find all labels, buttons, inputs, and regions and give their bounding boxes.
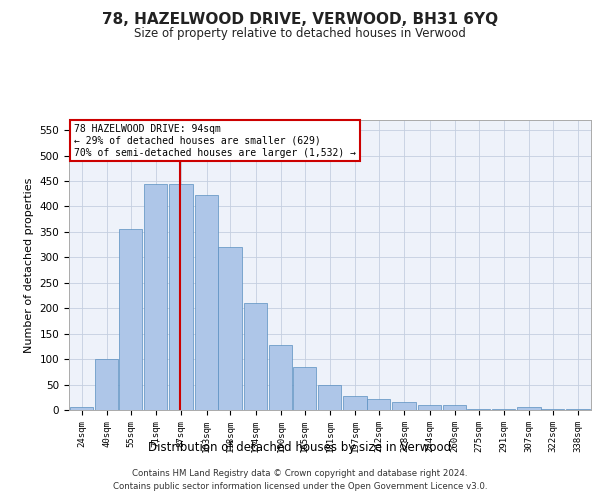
Bar <box>119 230 142 410</box>
Text: Size of property relative to detached houses in Verwood: Size of property relative to detached ho… <box>134 28 466 40</box>
Bar <box>566 409 590 410</box>
Bar <box>467 409 490 410</box>
Bar <box>492 409 515 410</box>
Bar <box>517 408 541 410</box>
Bar <box>367 399 391 410</box>
Bar <box>318 384 341 410</box>
Text: 78 HAZELWOOD DRIVE: 94sqm
← 29% of detached houses are smaller (629)
70% of semi: 78 HAZELWOOD DRIVE: 94sqm ← 29% of detac… <box>74 124 356 158</box>
Bar <box>144 184 167 410</box>
Bar <box>418 405 441 410</box>
Bar <box>70 408 93 410</box>
Text: Distribution of detached houses by size in Verwood: Distribution of detached houses by size … <box>148 441 452 454</box>
Bar <box>293 367 316 410</box>
Text: Contains public sector information licensed under the Open Government Licence v3: Contains public sector information licen… <box>113 482 487 491</box>
Y-axis label: Number of detached properties: Number of detached properties <box>24 178 34 352</box>
Bar <box>218 247 242 410</box>
Bar <box>195 196 218 410</box>
Bar <box>269 345 292 410</box>
Text: 78, HAZELWOOD DRIVE, VERWOOD, BH31 6YQ: 78, HAZELWOOD DRIVE, VERWOOD, BH31 6YQ <box>102 12 498 28</box>
Bar <box>169 184 193 410</box>
Text: Contains HM Land Registry data © Crown copyright and database right 2024.: Contains HM Land Registry data © Crown c… <box>132 468 468 477</box>
Bar <box>95 359 118 410</box>
Bar <box>343 396 367 410</box>
Bar <box>244 303 267 410</box>
Bar <box>392 402 416 410</box>
Bar <box>443 405 466 410</box>
